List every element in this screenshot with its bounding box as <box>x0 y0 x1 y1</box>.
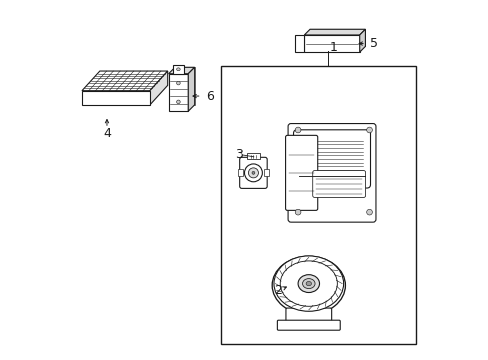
Ellipse shape <box>366 127 372 133</box>
Ellipse shape <box>176 68 180 71</box>
Ellipse shape <box>295 209 300 215</box>
Ellipse shape <box>273 256 343 311</box>
FancyBboxPatch shape <box>239 157 266 188</box>
Ellipse shape <box>251 171 254 174</box>
Ellipse shape <box>305 282 311 286</box>
Polygon shape <box>149 71 167 105</box>
FancyBboxPatch shape <box>277 320 340 330</box>
Bar <box>237 169 242 176</box>
Ellipse shape <box>298 275 319 293</box>
Text: 4: 4 <box>103 127 111 140</box>
Ellipse shape <box>176 100 180 104</box>
Bar <box>175 67 194 105</box>
Bar <box>309 29 365 46</box>
Ellipse shape <box>280 261 337 306</box>
Polygon shape <box>304 29 365 35</box>
Ellipse shape <box>248 168 258 178</box>
FancyBboxPatch shape <box>312 171 365 197</box>
Bar <box>246 153 259 159</box>
Ellipse shape <box>302 279 314 289</box>
Polygon shape <box>82 71 167 91</box>
Ellipse shape <box>176 81 180 85</box>
Polygon shape <box>359 29 365 52</box>
Text: 3: 3 <box>235 148 243 161</box>
Text: 2: 2 <box>274 284 282 297</box>
Ellipse shape <box>295 127 300 133</box>
Ellipse shape <box>366 209 372 215</box>
Bar <box>221 66 415 344</box>
FancyBboxPatch shape <box>293 130 370 188</box>
Text: 6: 6 <box>205 90 213 103</box>
FancyBboxPatch shape <box>285 135 317 210</box>
Bar <box>264 169 269 176</box>
Text: 5: 5 <box>369 37 378 50</box>
Bar <box>82 91 149 105</box>
Bar <box>168 74 188 111</box>
Bar <box>295 35 304 53</box>
FancyBboxPatch shape <box>285 308 331 325</box>
Bar <box>304 35 359 52</box>
Ellipse shape <box>244 164 262 182</box>
Polygon shape <box>188 67 194 111</box>
Polygon shape <box>168 67 194 74</box>
Ellipse shape <box>272 256 345 315</box>
Text: 1: 1 <box>329 41 337 54</box>
Bar <box>173 65 183 74</box>
FancyBboxPatch shape <box>287 123 375 222</box>
